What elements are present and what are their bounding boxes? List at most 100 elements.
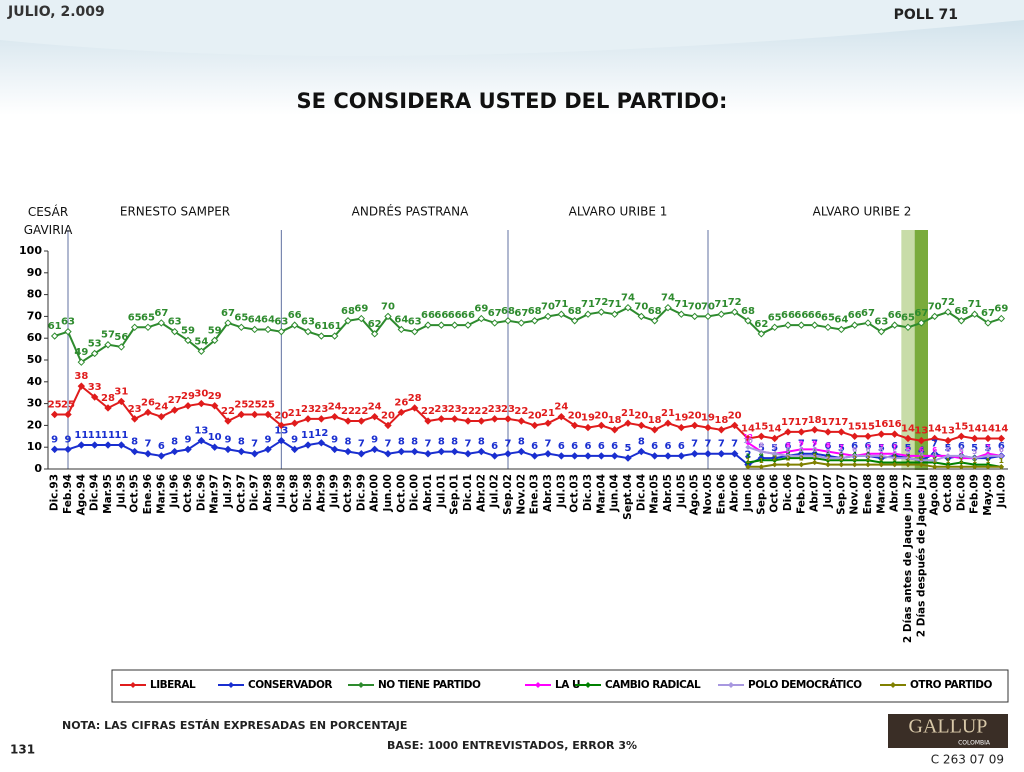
data-label: 65 [141, 312, 155, 323]
data-label: 14 [981, 423, 995, 434]
data-label: 64 [248, 314, 262, 325]
x-tick-label: Abr.02 [475, 474, 487, 512]
data-label: 71 [608, 299, 622, 310]
data-label: 30 [194, 389, 208, 400]
data-point [985, 453, 991, 459]
data-point [811, 446, 818, 453]
data-point [77, 382, 86, 390]
data-label: 7 [425, 439, 432, 450]
x-tick-label: Jul.97 [222, 474, 234, 509]
legend-marker [535, 682, 541, 688]
x-tick-label: Oct.03 [569, 474, 581, 513]
data-point [317, 439, 326, 447]
y-tick-label: 0 [34, 462, 42, 475]
data-point [357, 314, 366, 323]
data-label: 25 [234, 400, 248, 411]
data-label: 14 [741, 423, 755, 434]
x-tick-label: May.09 [982, 474, 994, 516]
data-label: 7 [839, 444, 844, 452]
data-label: 38 [74, 371, 88, 382]
data-point [544, 419, 552, 427]
data-label: 56 [114, 332, 128, 343]
data-point [730, 308, 739, 316]
data-label: 18 [608, 415, 622, 426]
data-label: 70 [381, 301, 395, 312]
x-tick-label: Ago.08 [929, 474, 941, 515]
data-label: 5 [826, 448, 831, 456]
data-label: 1 [746, 457, 751, 465]
x-tick-label: Oct.00 [395, 474, 407, 513]
data-point [197, 347, 206, 355]
data-point [504, 450, 512, 458]
data-point [517, 447, 526, 456]
data-label: 5 [906, 448, 911, 456]
x-tick-label: Dic.06 [782, 474, 794, 511]
data-point [798, 453, 805, 459]
data-point [730, 421, 739, 430]
y-tick-label: 30 [27, 397, 43, 410]
data-point [824, 323, 832, 332]
data-point [810, 321, 819, 329]
data-point [490, 415, 499, 423]
data-label: 8 [411, 437, 418, 448]
data-point [210, 336, 219, 345]
data-label: 6 [999, 446, 1004, 454]
data-point [424, 321, 432, 329]
data-label: 17 [794, 417, 808, 428]
data-point [810, 426, 819, 434]
x-tick-label: Nov.02 [515, 474, 527, 515]
data-label: 7 [798, 439, 805, 450]
data-label: 14 [968, 423, 982, 434]
data-label: 13 [194, 426, 208, 437]
data-point [450, 447, 459, 456]
data-point [117, 343, 126, 351]
code: C 263 07 09 [931, 753, 1004, 767]
data-label: 67 [154, 308, 168, 319]
x-tick-label: Dic.93 [49, 474, 61, 511]
data-point [330, 412, 339, 421]
x-tick-label: Feb.07 [795, 474, 807, 514]
data-label: 6 [998, 441, 1005, 452]
data-point [344, 317, 352, 325]
x-tick-label: Abr.98 [262, 474, 274, 512]
data-point [985, 464, 991, 470]
data-label: 5 [945, 443, 952, 454]
data-point [825, 455, 831, 461]
data-point [424, 450, 432, 458]
data-label: 23 [488, 404, 502, 415]
data-label: 8 [759, 442, 764, 450]
data-label: 1 [946, 457, 951, 465]
data-point [957, 432, 966, 441]
data-point [184, 445, 192, 454]
data-point [344, 417, 352, 425]
data-point [90, 349, 99, 358]
data-label: 7 [772, 444, 777, 452]
data-point [570, 317, 579, 325]
data-label: 5 [972, 448, 977, 456]
data-point [397, 325, 406, 334]
data-point [984, 434, 992, 443]
data-point [464, 450, 472, 458]
data-label: 7 [505, 439, 512, 450]
data-label: 6 [812, 446, 817, 454]
data-label: 9 [225, 434, 232, 445]
data-label: 2 [879, 455, 884, 463]
data-label: 63 [301, 317, 315, 328]
data-point [370, 445, 379, 454]
data-label: 6 [598, 441, 605, 452]
data-point [931, 464, 938, 470]
data-label: 17 [821, 417, 835, 428]
data-label: 9 [291, 434, 298, 445]
data-label: 24 [368, 402, 382, 413]
data-point [745, 444, 751, 450]
data-label: 6 [946, 446, 951, 454]
data-label: 59 [181, 325, 195, 336]
data-point [918, 461, 925, 468]
data-label: 68 [648, 306, 662, 317]
x-tick-label: Oct.96 [182, 474, 194, 513]
data-label: 19 [674, 413, 688, 424]
data-point [811, 453, 818, 459]
data-label: 29 [181, 391, 195, 402]
data-label: 61 [328, 321, 342, 332]
data-label: 12 [743, 433, 753, 441]
